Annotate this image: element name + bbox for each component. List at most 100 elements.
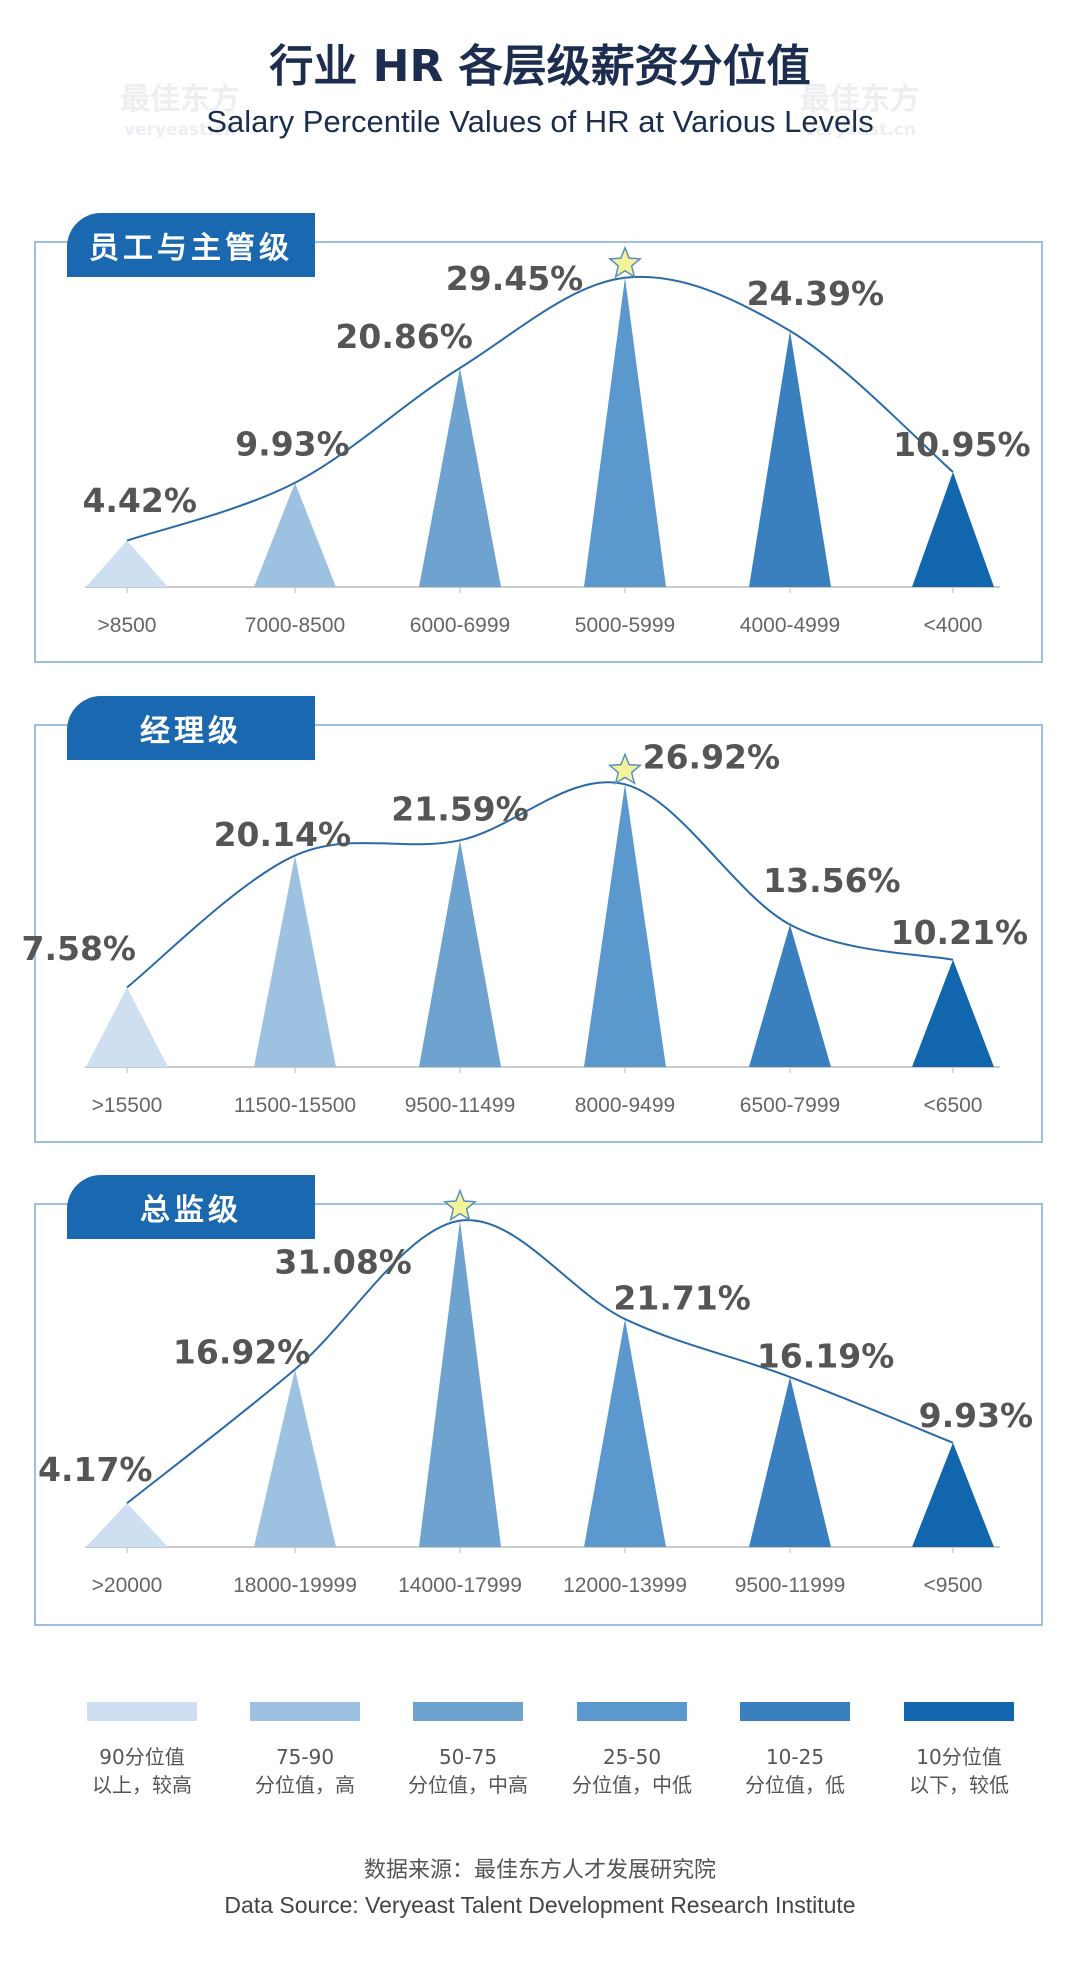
category-label: 7000-8500: [245, 614, 345, 637]
legend-label-line1: 75-90: [275, 1745, 335, 1769]
data-label: 26.92%: [643, 737, 780, 776]
category-label: 12000-13999: [563, 1574, 687, 1597]
star-icon: [607, 245, 643, 279]
data-label: 31.08%: [274, 1242, 411, 1281]
data-label: 20.14%: [214, 815, 351, 854]
legend-label-line1: 10分位值: [916, 1745, 1002, 1769]
data-label: 7.58%: [21, 929, 136, 968]
triangle-bar: [584, 1319, 666, 1547]
data-label: 16.19%: [757, 1336, 894, 1375]
triangle-bar: [419, 840, 501, 1067]
triangle-bar: [749, 330, 831, 587]
legend-label-line1: 50-75: [438, 1745, 498, 1769]
legend-item: 90分位值以上，较高: [87, 1702, 197, 1799]
legend-label-line1: 25-50: [602, 1745, 662, 1769]
data-label: 13.56%: [763, 861, 900, 900]
category-label: 18000-19999: [233, 1574, 357, 1597]
triangle-bar: [86, 1503, 168, 1547]
tab-staff-level: 员工与主管级: [67, 213, 315, 277]
legend-label-line2: 以下，较低: [909, 1773, 1009, 1797]
trend-line: [126, 781, 954, 989]
legend-swatch: [904, 1702, 1014, 1721]
chart-1: >15500 11500-15500 9500-11499 8000-9499 6500…: [21, 737, 1028, 1117]
category-label: >8500: [98, 614, 157, 637]
legend-item: 50-75 分位值，中高: [408, 1702, 528, 1799]
tab-manager-level: 经理级: [67, 696, 315, 760]
tab-director-level: 总监级: [67, 1175, 315, 1239]
category-label: <4000: [924, 614, 983, 637]
chart-0: >8500 7000-8500 6000-6999 5000-5999 4000-499…: [82, 245, 1031, 637]
category-label: 6000-6999: [410, 614, 510, 637]
watermark-logo: 最佳东方 veryeast.cn: [800, 82, 920, 141]
category-label: 9500-11999: [735, 1574, 846, 1597]
triangle-bar: [86, 540, 168, 587]
legend-label-line2: 以上，较高: [92, 1773, 192, 1797]
panel-staff: [34, 241, 1043, 663]
data-label: 20.86%: [335, 317, 472, 356]
page-subtitle: Salary Percentile Values of HR at Variou…: [206, 104, 874, 139]
source-en: Data Source: Veryeast Talent Development…: [224, 1892, 856, 1918]
data-label: 4.17%: [38, 1450, 153, 1489]
triangle-bar: [584, 277, 666, 587]
data-label: 9.93%: [235, 424, 350, 463]
category-label: 6500-7999: [740, 1094, 840, 1117]
source-cn: 数据来源：最佳东方人才发展研究院: [363, 1858, 716, 1883]
panel-director: [34, 1203, 1043, 1626]
trend-line: [126, 1219, 954, 1504]
triangle-bar: [912, 959, 994, 1067]
triangle-bar: [912, 472, 994, 587]
data-label: 29.45%: [446, 259, 583, 298]
legend-label-line2: 分位值，中高: [408, 1773, 528, 1797]
legend-label-line2: 分位值，中低: [572, 1773, 692, 1797]
data-label: 9.93%: [919, 1396, 1034, 1435]
legend-item: 10-25 分位值，低: [740, 1702, 850, 1799]
category-label: 14000-17999: [398, 1574, 522, 1597]
legend-swatch: [250, 1702, 360, 1721]
data-label: 16.92%: [173, 1333, 310, 1372]
triangle-bar: [254, 482, 336, 587]
category-label: <6500: [924, 1094, 983, 1117]
trend-line: [126, 275, 954, 542]
triangle-bar: [254, 1369, 336, 1547]
data-label: 4.42%: [82, 481, 197, 520]
triangle-bar: [749, 1377, 831, 1547]
data-label: 21.59%: [391, 790, 528, 829]
triangle-bar: [749, 924, 831, 1067]
legend-swatch: [577, 1702, 687, 1721]
triangle-bar: [584, 784, 666, 1067]
star-icon: [607, 752, 643, 785]
category-label: 4000-4999: [740, 614, 840, 637]
data-label: 10.95%: [893, 425, 1030, 464]
legend-swatch: [413, 1702, 523, 1721]
legend-label-line2: 分位值，高: [255, 1773, 355, 1797]
category-label: 5000-5999: [575, 614, 675, 637]
legend-label-line1: 10-25: [765, 1745, 825, 1769]
chart-2: >20000 18000-19999 14000-17999 12000-13999 9…: [38, 1188, 1034, 1597]
category-label: >20000: [92, 1574, 163, 1597]
legend-item: 10分位值以下，较低: [904, 1702, 1014, 1799]
triangle-bar: [912, 1442, 994, 1547]
category-label: 11500-15500: [234, 1094, 356, 1117]
category-label: >15500: [92, 1094, 163, 1117]
data-label: 21.71%: [613, 1278, 750, 1317]
page-title: 行业 HR 各层级薪资分位值: [269, 41, 811, 92]
category-label: 9500-11499: [405, 1094, 516, 1117]
triangle-bar: [86, 987, 168, 1067]
legend-label-line1: 90分位值: [99, 1745, 185, 1769]
category-label: <9500: [924, 1574, 983, 1597]
panel-manager: [34, 724, 1043, 1143]
triangle-bar: [419, 1220, 501, 1547]
legend-label-line2: 分位值，低: [745, 1773, 845, 1797]
legend-swatch: [87, 1702, 197, 1721]
category-label: 8000-9499: [575, 1094, 675, 1117]
triangle-bar: [254, 855, 336, 1067]
watermark-logo: 最佳东方 veryeast.cn: [120, 82, 240, 141]
star-icon: [442, 1188, 478, 1222]
data-label: 24.39%: [747, 274, 884, 313]
legend-item: 25-50 分位值，中低: [572, 1702, 692, 1799]
legend-item: 75-90 分位值，高: [250, 1702, 360, 1799]
data-label: 10.21%: [891, 913, 1028, 952]
legend-swatch: [740, 1702, 850, 1721]
triangle-bar: [419, 367, 501, 587]
charts-svg: >8500 7000-8500 6000-6999 5000-5999 4000-499…: [21, 245, 1034, 1597]
